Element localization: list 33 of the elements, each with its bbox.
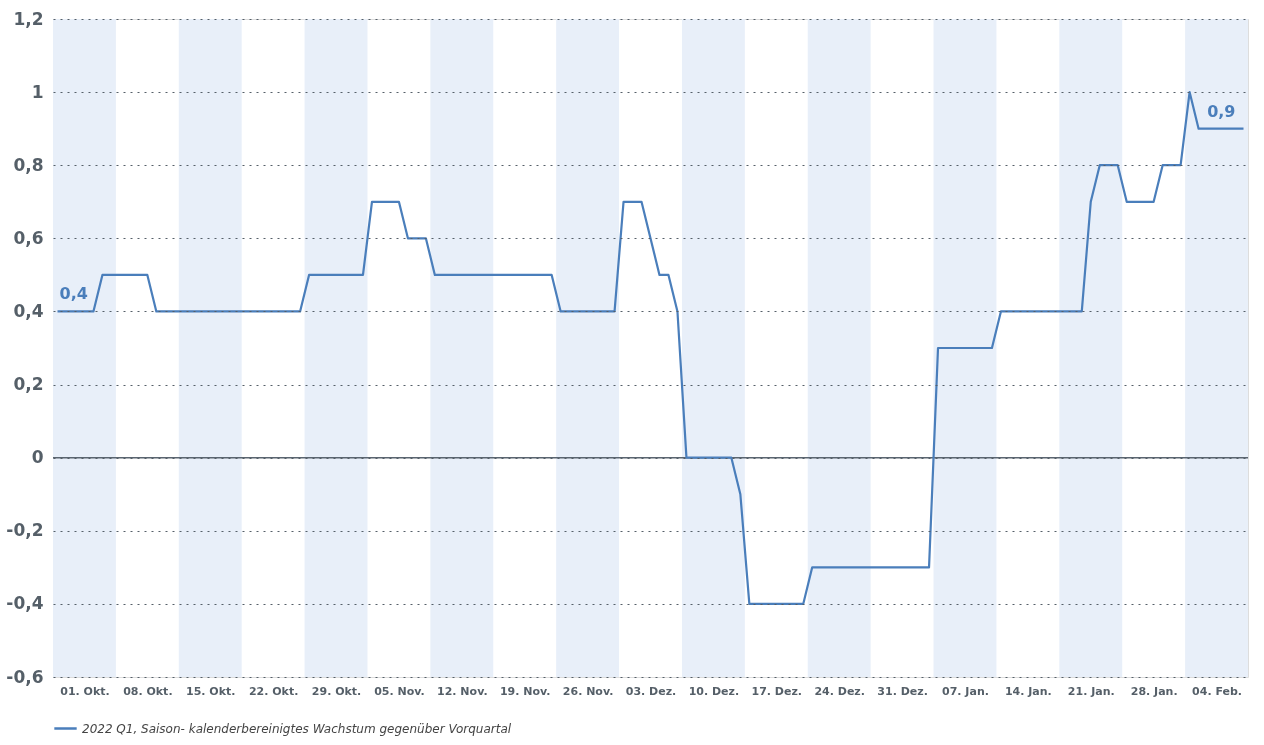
legend-label: 2022 Q1, Saison- kalenderbereinigtes Wachstum gegenüber Vorquartal [82,721,512,736]
x-tick-label: 04. Feb. [1192,684,1243,698]
x-tick-label: 05. Nov. [374,684,425,698]
y-tick-label: 0,4 [13,300,44,321]
x-tick-label: 31. Dez. [877,684,928,698]
y-tick-label: -0,4 [6,593,44,614]
x-tick-label: 15. Okt. [186,684,236,698]
x-tick-label: 10. Dez. [688,684,740,698]
x-tick-label: 26. Nov. [562,684,614,698]
annotation: 0,4 [59,284,88,304]
x-tick-label: 01. Okt. [60,684,110,698]
x-tick-label: 29. Okt. [311,684,362,698]
y-tick-label: 1 [31,81,44,102]
x-tick-label: 08. Okt. [123,684,173,698]
x-tick-label: 22. Okt. [248,684,299,698]
x-tick-label: 14. Jan. [1004,684,1052,698]
y-tick-label: -0,2 [6,520,44,541]
annotation: 0,9 [1207,101,1236,121]
y-tick-label: 0,2 [13,374,44,395]
x-tick-label: 21. Jan. [1067,684,1115,698]
y-tick-label: 0 [31,447,44,468]
line-series [56,91,1245,605]
y-tick-label: -0,6 [6,666,44,687]
x-tick-label: 07. Jan. [942,684,989,698]
y-tick-label: 1,2 [13,8,44,29]
x-tick-label: 03. Dez. [625,684,677,698]
x-tick-label: 12. Nov. [437,684,488,698]
x-tick-label: 19. Nov. [499,684,551,698]
x-tick-label: 28. Jan. [1130,684,1178,698]
y-tick-label: 0,6 [13,227,44,248]
x-tick-label: 24. Dez. [814,684,865,698]
x-tick-label: 17. Dez. [751,684,803,698]
y-tick-label: 0,8 [13,154,44,175]
